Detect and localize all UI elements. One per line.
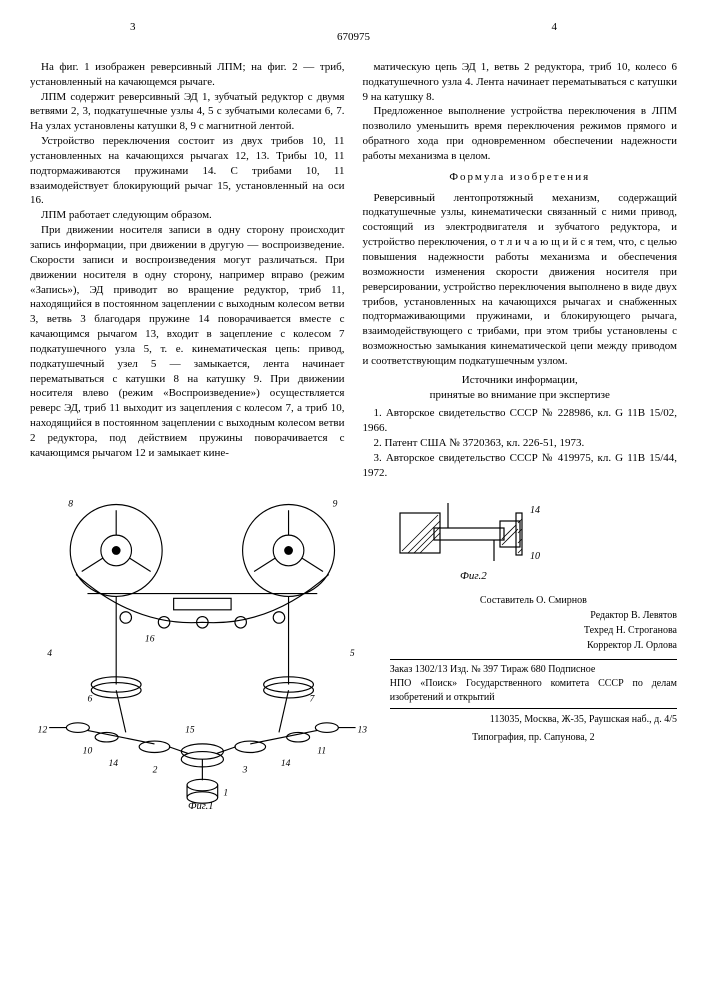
credits-block: Составитель О. Смирнов Редактор В. Левят… [390,593,677,653]
address: 113035, Москва, Ж-35, Раушская наб., д. … [390,713,677,727]
para: При движении носителя записи в одну стор… [30,223,345,461]
svg-text:4: 4 [47,647,52,658]
figure-2-column: 14 10 Фиг.2 Составитель О. Смирнов Редак… [390,493,677,745]
corrector: Корректор Л. Орлова [390,638,677,653]
page-num-right: 4 [552,20,558,35]
svg-text:16: 16 [145,633,155,644]
svg-text:14: 14 [281,758,291,769]
techred: Техред Н. Строганова [390,623,677,638]
svg-text:6: 6 [87,693,92,704]
fig2-label: Фиг.2 [460,570,487,582]
svg-text:14: 14 [109,758,119,769]
svg-text:5: 5 [350,647,355,658]
editor: Редактор В. Левятов [390,608,677,623]
para: Устройство переключения состоит из двух … [30,134,345,208]
para: матическую цепь ЭД 1, ветвь 2 редуктора,… [363,60,678,105]
order-block: Заказ 1302/13 Изд. № 397 Тираж 680 Подпи… [390,659,677,709]
svg-text:2: 2 [153,764,158,775]
svg-text:3: 3 [242,764,248,775]
svg-text:7: 7 [310,693,316,704]
column-left: На фиг. 1 изображен реверсивный ЛПМ; на … [30,60,345,481]
page-num-left: 3 [130,20,136,35]
para: ЛПМ работает следующим образом. [30,208,345,223]
figure-1: 8 9 4 5 16 6 7 12 10 14 2 3 14 13 11 15 1 Фиг.1 [30,493,375,814]
fig1-label: Фиг.1 [188,801,214,809]
para: Предложенное выполнение устройства перек… [363,104,678,163]
formula-text: Реверсивный лентопротяжный механизм, сод… [363,191,678,369]
order-line2: НПО «Поиск» Государственного комитета СС… [390,677,677,705]
source-item: 3. Авторское свидетельство СССР № 419975… [363,451,678,481]
fig1-svg: 8 9 4 5 16 6 7 12 10 14 2 3 14 13 11 15 1 Фиг.1 [30,493,375,809]
svg-text:1: 1 [223,787,228,798]
formula-title: Формула изобретения [363,170,678,185]
text-columns: На фиг. 1 изображен реверсивный ЛПМ; на … [30,60,677,481]
source-item: 1. Авторское свидетельство СССР № 228986… [363,406,678,436]
source-item: 2. Патент США № 3720363, кл. 226-51, 197… [363,436,678,451]
svg-text:13: 13 [357,724,367,735]
figures-row: 8 9 4 5 16 6 7 12 10 14 2 3 14 13 11 15 1 Фиг.1 [30,493,677,814]
column-right: матическую цепь ЭД 1, ветвь 2 редуктора,… [363,60,678,481]
doc-number: 670975 [30,30,677,45]
composer: Составитель О. Смирнов [390,593,677,608]
svg-text:12: 12 [38,724,48,735]
svg-text:11: 11 [317,745,326,756]
para: На фиг. 1 изображен реверсивный ЛПМ; на … [30,60,345,90]
sources-title: Источники информации, принятые во вниман… [363,373,678,403]
fig2-svg: 14 10 Фиг.2 [390,493,550,583]
svg-text:15: 15 [185,724,195,735]
svg-text:14: 14 [530,505,540,516]
svg-text:10: 10 [530,551,540,562]
typography: Типография, пр. Сапунова, 2 [390,731,677,745]
svg-text:8: 8 [68,498,73,509]
para: ЛПМ содержит реверсивный ЭД 1, зубчатый … [30,90,345,135]
svg-text:9: 9 [333,498,338,509]
order-line1: Заказ 1302/13 Изд. № 397 Тираж 680 Подпи… [390,663,677,677]
svg-text:10: 10 [83,745,93,756]
